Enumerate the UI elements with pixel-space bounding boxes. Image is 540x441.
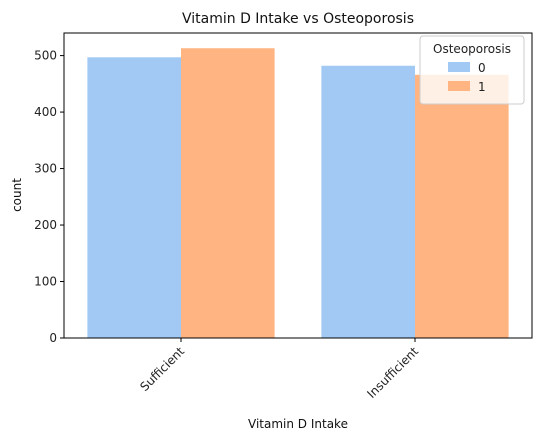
y-axis-label: count	[10, 178, 24, 212]
y-tick-label: 500	[34, 49, 57, 63]
y-tick-label: 300	[34, 162, 57, 176]
y-tick-label: 0	[49, 331, 57, 345]
y-tick-label: 100	[34, 275, 57, 289]
legend: Osteoporosis 01	[419, 35, 525, 105]
x-axis-label: Vitamin D Intake	[248, 417, 348, 431]
bars-group	[87, 48, 509, 339]
axes-frame	[63, 32, 533, 339]
legend-label-0: 0	[478, 61, 486, 75]
bar-insufficient-series-1	[415, 74, 509, 339]
legend-box	[419, 35, 525, 105]
x-axis-ticks: Sufficient Insufficient	[137, 338, 421, 401]
legend-swatch-1	[448, 81, 470, 91]
bar-sufficient-series-0	[87, 57, 181, 338]
chart-title: Vitamin D Intake vs Osteoporosis	[182, 11, 414, 27]
legend-entries: 01	[448, 61, 486, 94]
y-tick-label: 200	[34, 218, 57, 232]
bar-sufficient-series-1	[181, 48, 275, 338]
x-tick-label-insufficient: Insufficient	[364, 344, 421, 401]
legend-title: Osteoporosis	[433, 42, 511, 56]
legend-swatch-0	[448, 62, 470, 72]
bar-insufficient-series-0	[321, 65, 415, 338]
x-tick-label-sufficient: Sufficient	[137, 344, 187, 394]
y-axis-ticks: 0 100 200 300 400 500	[34, 49, 64, 345]
y-tick-label: 400	[34, 105, 57, 119]
legend-label-1: 1	[478, 80, 486, 94]
plot-area-border	[63, 32, 533, 339]
